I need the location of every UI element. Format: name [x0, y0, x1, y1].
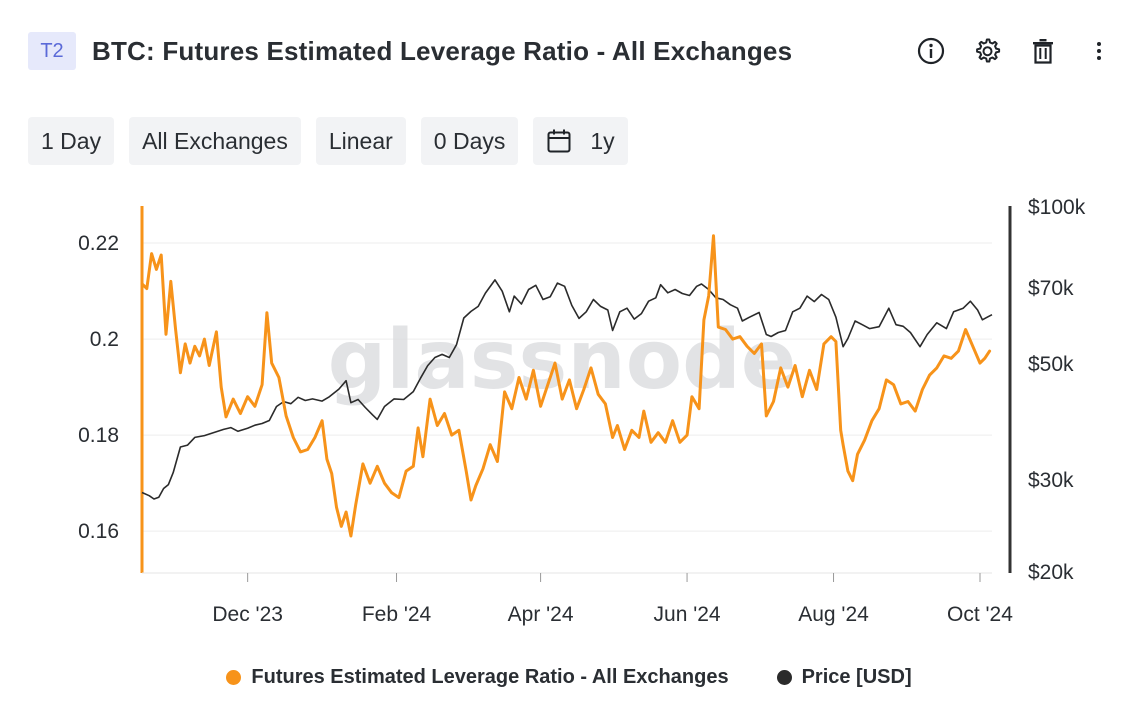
moving-average-select[interactable]: 0 Days [420, 117, 519, 165]
left-tick-label: 0.18 [78, 424, 119, 447]
left-tick-label: 0.22 [78, 232, 119, 255]
grid-lines [142, 242, 992, 532]
right-axis: $20k $30k $50k $70k $100k [1008, 196, 1086, 584]
price-series-line [141, 279, 993, 500]
date-range-label: 1y [590, 128, 615, 154]
left-axis: 0.16 0.18 0.2 0.22 [78, 206, 144, 573]
date-range-picker[interactable]: 1y [533, 117, 628, 165]
trash-icon[interactable] [1024, 34, 1062, 68]
right-tick-label: $100k [1028, 196, 1086, 219]
resolution-select[interactable]: 1 Day [28, 117, 115, 165]
left-tick-label: 0.16 [78, 520, 119, 543]
calendar-icon [546, 128, 572, 154]
legend-marker-leverage [226, 670, 242, 685]
chart-title: BTC: Futures Estimated Leverage Ratio - … [92, 36, 793, 66]
legend-marker-price [776, 670, 792, 685]
right-tick-label: $20k [1028, 561, 1074, 584]
leverage-series-line [140, 234, 992, 538]
x-tick-label: Dec '23 [212, 603, 283, 626]
chart-toolbar: 1 Day All Exchanges Linear 0 Days 1y [28, 117, 628, 165]
x-axis: Dec '23 Feb '24 Apr '24 Jun '24 Aug '24 Oct '… [142, 572, 1013, 626]
gear-icon[interactable] [968, 34, 1006, 68]
x-tick-label: Oct '24 [947, 603, 1013, 626]
info-icon[interactable] [912, 34, 950, 68]
x-tick-label: Aug '24 [798, 603, 869, 626]
legend-item-leverage[interactable]: Futures Estimated Leverage Ratio - All E… [226, 666, 729, 689]
chart-legend: Futures Estimated Leverage Ratio - All E… [0, 666, 1138, 689]
legend-label-leverage: Futures Estimated Leverage Ratio - All E… [251, 666, 729, 688]
right-tick-label: $30k [1028, 469, 1074, 492]
tier-badge: T2 [28, 32, 76, 70]
chart-area: glassnode 0.16 0.18 0.2 0.22 $20k $30k $50k $7… [0, 190, 1138, 640]
more-vertical-icon[interactable] [1080, 34, 1118, 68]
x-tick-label: Apr '24 [508, 603, 574, 626]
scale-select[interactable]: Linear [315, 117, 406, 165]
chart-header: T2 BTC: Futures Estimated Leverage Ratio… [28, 28, 1118, 74]
legend-item-price[interactable]: Price [USD] [776, 666, 912, 689]
x-tick-label: Feb '24 [362, 603, 432, 626]
chart-svg: glassnode 0.160.180.20.22 $20k$30k$50k$7… [78, 196, 1086, 626]
x-tick-label: Jun '24 [654, 603, 721, 626]
right-tick-label: $50k [1028, 353, 1074, 376]
header-actions [912, 34, 1118, 68]
legend-label-price: Price [USD] [801, 666, 912, 688]
exchange-select[interactable]: All Exchanges [129, 117, 301, 165]
right-tick-label: $70k [1028, 277, 1074, 300]
left-tick-label: 0.2 [90, 328, 119, 351]
